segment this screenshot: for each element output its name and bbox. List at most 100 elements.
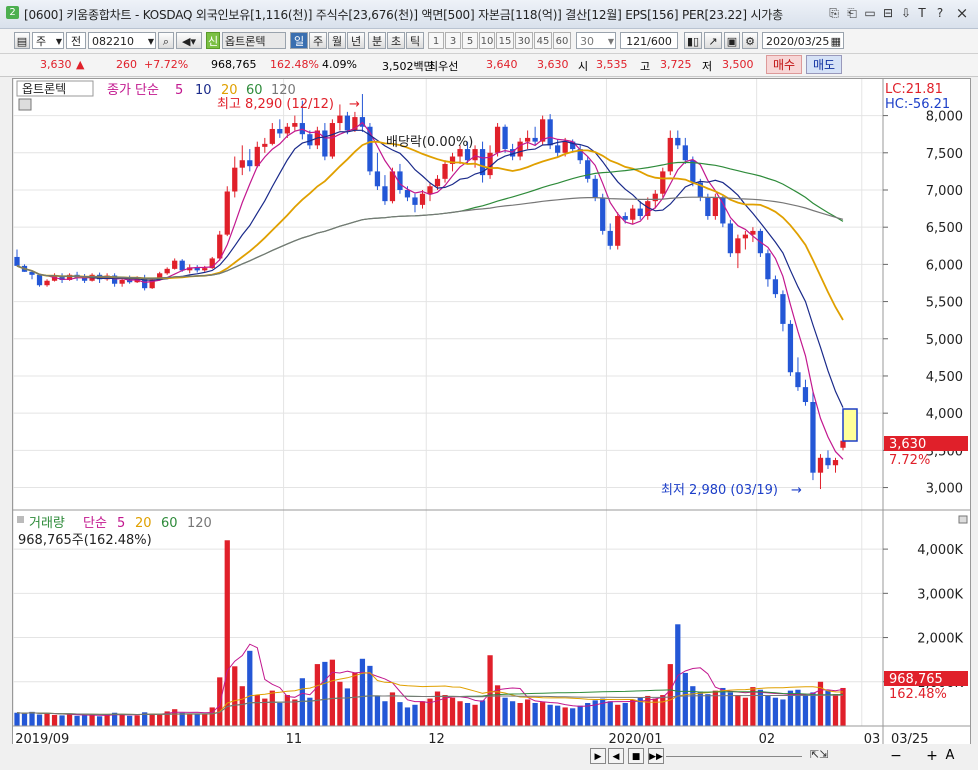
volume-panel-close-icon[interactable] — [958, 515, 968, 524]
restore-icon[interactable]: ⊟ — [882, 6, 894, 20]
volume-bar — [194, 713, 200, 726]
hc-value: HC:-56.21 — [885, 97, 950, 112]
mode-button[interactable]: 전 — [66, 32, 86, 49]
interval-10[interactable]: 10 — [479, 32, 495, 49]
text-icon[interactable]: T — [918, 6, 926, 20]
candle-body — [172, 260, 178, 269]
period-tick-button[interactable]: 틱 — [406, 32, 424, 49]
volume-bar — [742, 697, 749, 726]
period-year-button[interactable]: 년 — [347, 32, 365, 49]
app-icon: 2 — [6, 6, 19, 19]
volume-tick-label: 4,000K — [917, 543, 963, 558]
speaker-icon[interactable]: ◀▾ — [176, 32, 202, 49]
stock-name-tag-box[interactable] — [16, 80, 94, 97]
interval-30[interactable]: 30 — [515, 32, 533, 49]
candle-body — [494, 126, 501, 153]
candle-body — [66, 274, 73, 281]
price-tick-label: 3,000 — [926, 482, 963, 497]
stock-code-input[interactable]: 082210 ▼ — [88, 32, 156, 49]
interval-5[interactable]: 5 — [462, 32, 478, 49]
period-week-button[interactable]: 주 — [309, 32, 327, 49]
candle-type-icon[interactable]: ▮▯ — [684, 32, 702, 49]
sell-button[interactable]: 매도 — [806, 55, 842, 74]
candle-body — [750, 230, 756, 235]
zoom-in-button[interactable]: + — [926, 748, 938, 764]
calendar-icon[interactable]: ▦ — [830, 35, 841, 48]
interval-45[interactable]: 45 — [534, 32, 552, 49]
stock-chart-svg[interactable]: 8,000 7,500 7,000 6,500 6,000 5,500 5,000 4,500… — [13, 79, 970, 749]
scroll-fast-button[interactable]: ▶▶ — [648, 748, 664, 764]
volume-bar — [517, 703, 523, 726]
close-icon[interactable]: × — [955, 4, 969, 22]
candle-body — [329, 123, 336, 157]
volume-bar — [660, 695, 666, 726]
candle-body — [307, 134, 313, 146]
period-second-button[interactable]: 초 — [387, 32, 405, 49]
volume-bar — [772, 697, 779, 726]
volume-bar — [600, 698, 606, 726]
unit-select[interactable]: 주 ▼ — [32, 32, 64, 49]
zoom-track[interactable] — [666, 756, 802, 757]
chart-area[interactable]: 8,000 7,500 7,000 6,500 6,000 5,500 5,000 4,500… — [12, 78, 971, 750]
volume-bar — [464, 703, 471, 726]
volume-bar — [172, 709, 178, 726]
volume-bar — [720, 687, 726, 726]
draw-tool-icon[interactable]: ↗ — [704, 32, 722, 49]
chevron-down-icon: ▼ — [55, 37, 62, 46]
volume-info: 968,765주(162.48%) — [18, 533, 152, 548]
stock-name-field: 옵트론텍 — [222, 32, 286, 49]
menu-icon[interactable]: ▤ — [14, 32, 30, 49]
link-icon[interactable]: ⎘ — [829, 6, 839, 20]
price-tick-label: 8,000 — [926, 110, 963, 125]
stop-button[interactable]: ■ — [628, 748, 644, 764]
copy-window-icon[interactable]: ⎗ — [847, 6, 857, 20]
price-tick-label: 5,500 — [926, 296, 963, 311]
volume-bar — [344, 688, 351, 726]
candle-body — [397, 171, 403, 190]
table-icon[interactable] — [18, 98, 32, 111]
period-day-button[interactable]: 일 — [290, 32, 308, 49]
price-tick-label: 7,000 — [926, 184, 963, 199]
open-price: 3,535 — [596, 58, 628, 71]
scroll-left-button[interactable]: ▶ — [590, 748, 606, 764]
price-tick-label: 6,000 — [926, 258, 963, 273]
buy-button[interactable]: 매수 — [766, 55, 802, 74]
zoom-out-button[interactable]: − — [890, 748, 902, 764]
scroll-prev-button[interactable]: ◀ — [608, 748, 624, 764]
date-input[interactable]: 2020/03/25 ▦ — [762, 32, 844, 49]
volume-bar — [202, 714, 208, 726]
search-icon[interactable]: ⌕ — [158, 32, 174, 49]
toolbar: ▤ 주 ▼ 전 082210 ▼ ⌕ ◀▾ 신 옵트론텍 일 주 월 년 분 초 틱… — [0, 29, 978, 54]
candle-body — [59, 275, 65, 281]
interval-60[interactable]: 60 — [553, 32, 571, 49]
volume-bar — [322, 661, 328, 726]
candle-body — [780, 294, 786, 324]
interval-3[interactable]: 3 — [445, 32, 461, 49]
candle-body — [600, 197, 606, 231]
volume-bar — [509, 701, 516, 726]
volume-bar — [457, 701, 463, 726]
interval-1[interactable]: 1 — [428, 32, 444, 49]
candle-body — [434, 178, 441, 187]
auto-scale-button[interactable]: A — [945, 748, 955, 763]
candle-body — [119, 280, 125, 284]
pin-icon[interactable]: ⇩ — [900, 6, 912, 20]
candle-body — [157, 273, 163, 280]
high-price: 3,725 — [660, 58, 692, 71]
volume-bar — [832, 694, 839, 726]
custom-interval-select[interactable]: 30 ▼ — [576, 32, 616, 49]
settings-gear-icon[interactable]: ⚙ — [742, 32, 758, 49]
period-month-button[interactable]: 월 — [328, 32, 346, 49]
interval-15[interactable]: 15 — [496, 32, 514, 49]
save-icon[interactable]: ▣ — [724, 32, 740, 49]
period-minute-button[interactable]: 분 — [368, 32, 386, 49]
candle-body — [615, 216, 621, 246]
low-arrow-icon: → — [791, 483, 802, 498]
count-field[interactable]: 121/600 — [620, 32, 678, 49]
zoom-range-icon[interactable]: ⇱⇲ — [810, 748, 829, 761]
help-icon[interactable]: ? — [936, 6, 944, 20]
layout-icon[interactable]: ▭ — [864, 6, 876, 20]
volume-panel-handle[interactable] — [17, 516, 24, 523]
volume-bar — [547, 704, 553, 726]
volume-bar — [607, 701, 613, 726]
